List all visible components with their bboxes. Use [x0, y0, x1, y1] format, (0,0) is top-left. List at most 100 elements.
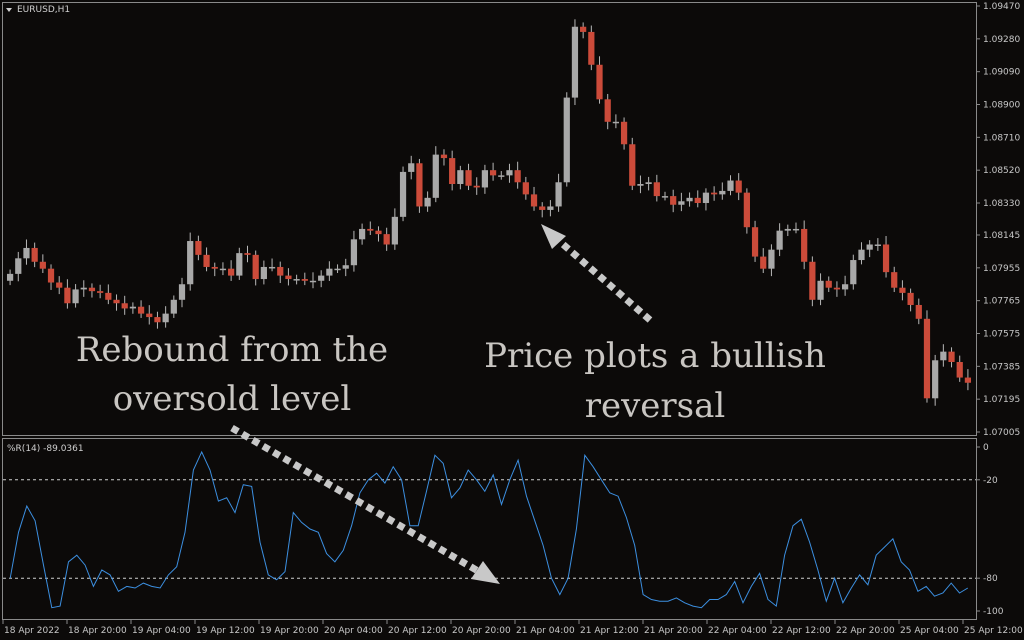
- candle-body: [424, 197, 431, 207]
- time-tick-label: 18 Apr 2022: [4, 626, 60, 636]
- candle-body: [694, 197, 701, 204]
- candle-body: [146, 313, 153, 318]
- candle-body: [23, 247, 30, 259]
- candle: [285, 268, 292, 286]
- candle-body: [539, 206, 546, 210]
- candle-body: [88, 287, 96, 292]
- candle: [530, 186, 538, 211]
- price-tick-label: 1.07195: [983, 395, 1020, 405]
- candle-body: [899, 287, 906, 293]
- candle: [964, 369, 972, 391]
- candle-body: [285, 275, 292, 280]
- candle-body: [358, 228, 366, 240]
- candle: [833, 281, 841, 297]
- candle-body: [408, 163, 415, 172]
- price-tick-label: 1.08145: [983, 231, 1020, 241]
- chevron-down-icon[interactable]: [6, 8, 12, 12]
- candle: [129, 302, 137, 314]
- candle-body: [555, 182, 562, 207]
- candle: [686, 192, 693, 207]
- candle: [457, 165, 464, 190]
- candle-body: [47, 268, 55, 283]
- candle: [506, 163, 513, 183]
- price-axis: 1.09470 1.09280 1.09090 1.08900 1.08710 1.085…: [976, 2, 1020, 617]
- candle-body: [841, 284, 849, 290]
- candle: [244, 245, 251, 263]
- candle-body: [891, 272, 898, 288]
- candle: [907, 288, 914, 312]
- time-tick-label: 25 Apr 12:00: [964, 626, 1023, 636]
- candle: [252, 250, 259, 286]
- candle: [653, 174, 660, 202]
- candle-body: [252, 254, 259, 280]
- candle: [187, 232, 194, 291]
- candle-body: [792, 228, 800, 231]
- candle: [170, 295, 177, 318]
- main-panel-frame: [2, 2, 977, 436]
- candle-body: [612, 121, 620, 124]
- candle: [539, 202, 546, 218]
- candle-body: [195, 241, 202, 255]
- price-tick-label: 1.09090: [983, 68, 1020, 78]
- candle: [399, 166, 407, 222]
- candle: [948, 347, 955, 368]
- candle-body: [653, 182, 660, 197]
- candle-body: [457, 170, 464, 185]
- candle: [809, 256, 816, 307]
- candle-body: [309, 280, 317, 283]
- candle: [23, 239, 30, 265]
- candle: [882, 236, 890, 278]
- candle-body: [932, 360, 939, 399]
- candle: [31, 242, 38, 268]
- candle-body: [211, 266, 218, 269]
- candle: [277, 261, 284, 284]
- candle-body: [72, 289, 79, 304]
- candle: [203, 247, 210, 272]
- candle: [211, 262, 218, 277]
- annotation-reversal-line1: Price plots a bullish: [484, 336, 826, 376]
- annotation-rebound-line1: Rebound from the: [76, 330, 388, 370]
- wpr-tick-label: 0: [983, 443, 989, 453]
- candle: [670, 189, 677, 213]
- candle: [481, 164, 489, 194]
- candle-body: [432, 154, 439, 198]
- candle: [940, 344, 947, 367]
- time-tick-label: 20 Apr 04:00: [324, 626, 383, 636]
- candle: [555, 173, 562, 212]
- candle: [162, 306, 169, 328]
- price-tick-label: 1.09280: [983, 35, 1020, 45]
- candles-group: [6, 19, 972, 406]
- candle-body: [563, 97, 570, 183]
- candle-body: [31, 247, 38, 262]
- candle-body: [219, 268, 227, 271]
- candle: [105, 284, 112, 305]
- candle-body: [498, 175, 505, 177]
- candle: [874, 238, 881, 251]
- candle: [432, 146, 439, 203]
- candle: [47, 264, 55, 290]
- candle: [260, 260, 267, 285]
- candle-body: [129, 306, 137, 309]
- candle: [137, 300, 145, 318]
- candle-body: [449, 158, 456, 185]
- candle: [604, 93, 611, 130]
- candle: [637, 175, 644, 194]
- time-tick-label: 25 Apr 04:00: [900, 626, 959, 636]
- candle: [440, 149, 448, 166]
- candle: [923, 310, 931, 403]
- candle: [113, 294, 120, 311]
- candle-body: [399, 171, 407, 217]
- candle-body: [334, 268, 341, 271]
- candle: [735, 173, 742, 201]
- candle: [514, 161, 521, 189]
- candle-body: [244, 253, 251, 255]
- candle-body: [440, 154, 448, 159]
- candle-body: [514, 170, 521, 183]
- candle: [334, 264, 341, 274]
- candle: [776, 223, 783, 257]
- candle-body: [571, 26, 579, 98]
- candle-body: [489, 170, 497, 176]
- candle-body: [481, 170, 489, 188]
- candle-body: [670, 196, 677, 205]
